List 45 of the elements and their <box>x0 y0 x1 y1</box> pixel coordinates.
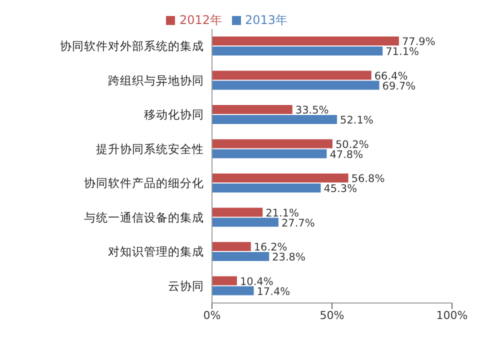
bar <box>212 80 380 90</box>
bar <box>212 149 327 158</box>
bar <box>212 36 399 46</box>
bar <box>212 242 251 252</box>
data-label: 45.3% <box>324 183 358 196</box>
data-label: 77.9% <box>402 36 436 48</box>
bar <box>212 208 263 217</box>
x-tick-label: 50% <box>320 308 344 322</box>
data-label: 10.4% <box>240 276 274 288</box>
data-label: 69.7% <box>382 80 416 92</box>
bar <box>212 46 383 56</box>
x-tick-label: 0% <box>203 308 221 322</box>
bar <box>212 252 270 262</box>
bar <box>212 139 332 148</box>
bar <box>212 286 254 296</box>
bar <box>212 105 292 114</box>
y-tick-label: 与统一通信设备的集成 <box>84 210 204 224</box>
x-tick-label: 100% <box>436 308 468 322</box>
data-label: 50.2% <box>335 138 369 151</box>
bar <box>212 115 338 124</box>
data-label: 56.8% <box>351 173 385 186</box>
data-label: 16.2% <box>254 242 288 254</box>
y-tick-label: 对知识管理的集成 <box>108 244 204 259</box>
y-tick-label: 云协同 <box>168 278 204 293</box>
data-label: 33.5% <box>295 104 329 117</box>
bar <box>212 276 237 286</box>
data-label: 17.4% <box>256 286 290 298</box>
data-label: 23.8% <box>272 252 306 264</box>
legend-label: 2012年 <box>179 13 222 27</box>
data-label: 66.4% <box>374 70 408 82</box>
legend-label: 2013年 <box>245 13 288 27</box>
bar <box>212 184 321 193</box>
data-label: 21.1% <box>266 207 300 220</box>
data-label: 52.1% <box>340 114 374 127</box>
y-tick-label: 跨组织与异地协同 <box>108 73 204 88</box>
data-label: 27.7% <box>281 217 315 230</box>
y-tick-label: 协同软件产品的细分化 <box>84 176 204 190</box>
data-label: 71.1% <box>386 46 420 58</box>
bar <box>212 218 278 227</box>
y-tick-label: 移动化协同 <box>144 108 204 122</box>
data-label: 47.8% <box>330 148 364 161</box>
bar <box>212 174 348 183</box>
y-tick-label: 协同软件对外部系统的集成 <box>60 39 204 54</box>
bar <box>212 70 372 80</box>
y-tick-label: 提升协同系统安全性 <box>96 142 204 156</box>
